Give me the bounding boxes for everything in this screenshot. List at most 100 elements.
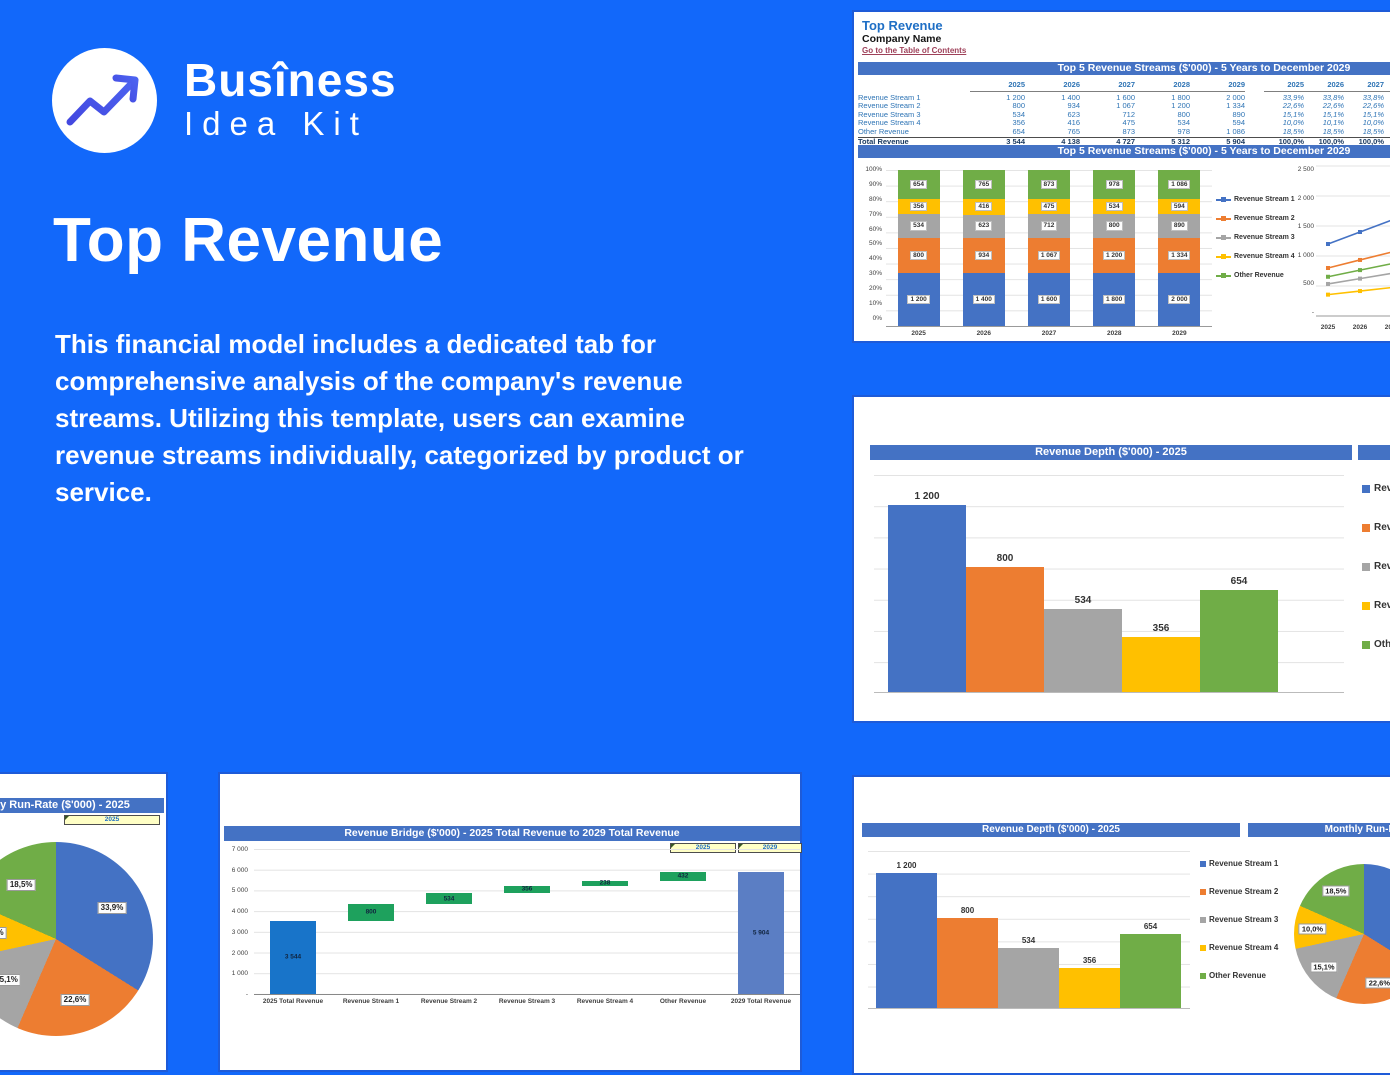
bar-segment: 1 400 <box>962 273 1005 326</box>
table-cell: 18,5% <box>1322 127 1344 136</box>
value-label: 594 <box>1170 201 1188 212</box>
value-label: 1 800 <box>1103 294 1126 305</box>
chart-legend: Revenue Stream 1 Revenue Stream 2 Revenue … <box>1216 196 1306 291</box>
legend-marker <box>1216 272 1231 278</box>
bar-with-label: 356 <box>1059 851 1120 1008</box>
value-label: 934 <box>975 250 993 261</box>
bar-with-label: 1 200 <box>876 851 937 1008</box>
pie-slice-label: 22,6% <box>1365 977 1390 989</box>
legend-label: Revenue Stream 4 <box>1209 943 1279 952</box>
value-label: 1 200 <box>914 491 940 503</box>
input-corner-mark <box>739 844 743 848</box>
bar-segment: 1 600 <box>1027 273 1070 326</box>
table-of-contents-link[interactable]: Go to the Table of Contents <box>862 46 967 55</box>
value-label: 800 <box>960 905 975 915</box>
legend-label: Other Revenue <box>1234 272 1284 279</box>
table-cell: 800 <box>1012 102 1025 111</box>
bar-segment: 1 067 <box>1027 237 1070 274</box>
legend-marker <box>1362 484 1370 493</box>
legend-marker <box>1200 972 1206 979</box>
y-tick-label: 4 000 <box>231 908 248 916</box>
bar <box>888 505 966 692</box>
x-tick-label: 2026 <box>1352 324 1368 331</box>
table-cell: 10,0% <box>1282 119 1304 128</box>
value-label: 534 <box>1074 594 1092 606</box>
bar-segment: 934 <box>962 237 1005 274</box>
data-point <box>1326 292 1330 297</box>
pie-slice-label: 18,5% <box>1322 885 1350 897</box>
table-cell: 1 800 <box>1171 93 1190 102</box>
legend-label: Other Revenue <box>1374 639 1390 650</box>
y-tick-label: 20% <box>868 285 882 293</box>
table-cell: 416 <box>1067 119 1080 128</box>
table-cell: 978 <box>1177 127 1190 136</box>
table-cell: 2028 <box>1384 81 1390 92</box>
legend-label: Revenue Stream 3 <box>1209 915 1279 924</box>
value-label: 978 <box>1105 179 1123 190</box>
y-tick-label: 500 <box>1303 280 1314 288</box>
column-spacer <box>1245 81 1264 94</box>
line-series <box>1327 272 1390 285</box>
row-label: Revenue Stream 3 <box>858 110 921 119</box>
y-tick-label: 80% <box>868 195 882 203</box>
y-tick-label: 60% <box>868 225 882 233</box>
line-chart-y-axis: 2 500 2 000 1 500 1 000 500 - <box>1288 166 1314 316</box>
bar-segment: 800 <box>897 237 940 274</box>
column-spacer <box>1245 102 1264 111</box>
panel-revenue-streams-sheet: Top Revenue Company Name Go to the Table… <box>852 10 1390 343</box>
monthly-run-rate-header: Monthly Run-Rate ($'000) - 2025 <box>1248 823 1390 837</box>
legend-item: Revenue Stream 3 <box>1362 561 1390 572</box>
row-label: Total Revenue <box>858 136 970 147</box>
x-tick-label: 2025 <box>1320 324 1336 331</box>
value-label: 1 086 <box>1168 179 1191 190</box>
line-series <box>1327 251 1390 269</box>
bar <box>998 947 1059 1008</box>
table-cell: 100,0% <box>1344 136 1384 147</box>
table-cell: 2026 <box>1304 81 1344 92</box>
legend-item: Revenue Stream 2 <box>1362 522 1390 533</box>
panel-depth-and-run-rate: Revenue Depth ($'000) - 2025 Monthly Run… <box>852 775 1390 1075</box>
table-cell: 100,0% <box>1304 136 1344 147</box>
value-label: 356 <box>521 885 533 893</box>
value-label: 654 <box>1143 922 1158 932</box>
data-point <box>1358 268 1362 273</box>
legend-label: Revenue Stream 3 <box>1234 234 1295 241</box>
y-tick-label: 1 500 <box>1297 223 1314 231</box>
page-title: Top Revenue <box>53 206 444 275</box>
bar-segment: 1 334 <box>1158 237 1201 274</box>
table-cell: 3 544 <box>970 136 1025 147</box>
table-cell: 10,0% <box>1362 119 1384 128</box>
value-label: 1 200 <box>1103 250 1126 261</box>
table-cell: 934 <box>1067 102 1080 111</box>
table-cell: 100,0% <box>1264 136 1304 147</box>
stacked-chart-x-axis: 2025 2026 2027 2028 2029 <box>886 330 1212 337</box>
table-cell: 2 000 <box>1226 93 1245 102</box>
table-cell: 654 <box>1012 127 1025 136</box>
y-tick-label: 7 000 <box>231 846 248 853</box>
x-tick-label: 2027 <box>1384 324 1390 331</box>
revenue-depth-bar-chart: 1 200 800 534 356 654 <box>874 475 1344 693</box>
legend-label: Revenue Stream 2 <box>1209 887 1279 896</box>
table-cell: 712 <box>1122 110 1135 119</box>
bar-segment: 873 <box>1027 170 1070 199</box>
y-tick-label: 90% <box>868 180 882 188</box>
legend-item: Revenue Stream 2 <box>1216 215 1306 222</box>
line-series <box>1327 219 1390 245</box>
panel-monthly-run-rate-left: Monthly Run-Rate ($'000) - 2025 2025 33,… <box>0 772 168 1072</box>
value-label: 1 600 <box>1037 294 1061 305</box>
bar <box>1200 590 1278 692</box>
pie-slice-label: 10,0% <box>1298 923 1327 935</box>
table-cell: 10,1% <box>1384 119 1390 128</box>
section-header-chart: Top 5 Revenue Streams ($'000) - 5 Years … <box>858 145 1390 158</box>
table-cell: 33,8% <box>1322 93 1344 102</box>
row-label <box>858 81 970 94</box>
table-cell: 475 <box>1122 119 1135 128</box>
bar-segment: 2 000 <box>1158 273 1201 326</box>
line-chart-svg <box>1316 165 1390 317</box>
table-cell: 22,6% <box>1322 102 1344 111</box>
chart-legend: Revenue Stream 1 Revenue Stream 2 Revenue … <box>1362 483 1390 678</box>
bar-with-label: 534 <box>998 851 1059 1008</box>
year-input-cell[interactable]: 2025 <box>64 815 160 825</box>
brand-name-line2: Idea Kit <box>184 105 368 143</box>
value-label: 1 067 <box>1037 250 1061 261</box>
